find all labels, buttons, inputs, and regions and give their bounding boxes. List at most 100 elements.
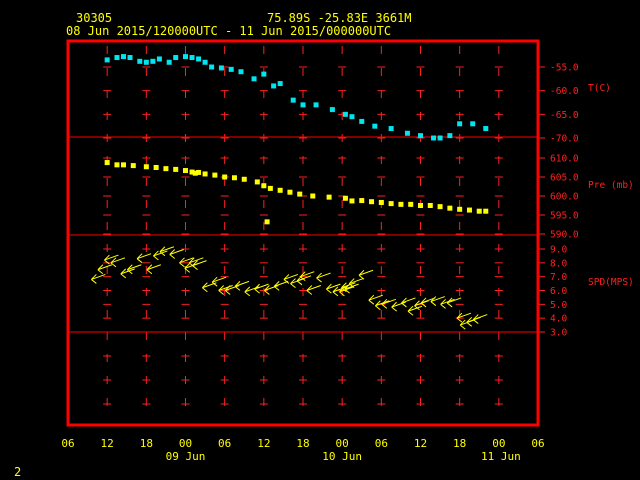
pressure-point [277,187,283,193]
wind-arrow [264,285,279,295]
page-number: 2 [14,465,21,479]
wind-arrow [146,264,162,275]
pressure-point [483,208,489,214]
y-tick-label: -65.0 [550,110,579,121]
station-id: 30305 [76,11,112,25]
y-tick-label: 605.0 [550,173,579,184]
pressure-point [202,171,208,177]
y-tick-label: 595.0 [550,211,579,222]
wind-arrow [391,301,406,312]
pressure-point [267,185,273,191]
pressure-point [369,199,375,205]
pressure-point [143,164,149,170]
pressure-point [378,199,384,205]
wind-arrow [169,249,184,259]
y-tick-label: 5.0 [550,300,567,311]
pressure-point [310,193,316,199]
pressure-point [173,166,179,172]
temp-point [150,58,156,64]
temp-point [202,59,208,65]
y-tick-label: 7.0 [550,272,567,283]
pressure-point [264,219,270,225]
pressure-point [104,160,110,166]
pressure-point [163,166,169,172]
wind-arrow [110,257,126,268]
y-tick-label: 610.0 [550,154,579,165]
temp-point [388,126,394,132]
temp-point [470,121,476,127]
wind-arrow [348,278,364,288]
pressure-point [447,205,453,211]
wind-arrow [97,264,113,275]
pressure-point [408,201,414,207]
temp-point [290,97,296,103]
x-tick-label: 12 [414,437,427,450]
x-tick-label: 06 [531,437,544,450]
temp-point [114,55,120,61]
temp-point [127,55,133,61]
y-tick-label: 9.0 [550,245,567,256]
wind-arrow [126,264,142,275]
y-tick-label: 600.0 [550,192,579,203]
pressure-point [398,201,404,207]
pressure-point [241,176,247,182]
wind-arrow [192,260,207,270]
temp-point [437,135,443,141]
pressure-point [349,198,355,204]
wind-arrow [296,275,312,286]
pressure-point [196,169,202,175]
wind-arrow [401,297,416,308]
temp-point [483,126,489,132]
wind-arrow [381,298,397,309]
wind-arrow [283,273,299,284]
wind-arrow [299,271,315,282]
temp-point [218,65,224,71]
x-tick-label: 12 [101,437,114,450]
wind-arrow [446,297,462,308]
temp-point [238,69,244,75]
panel-label: Pre (mb) [588,180,634,191]
pressure-point [342,195,348,201]
pressure-point [212,172,218,178]
temp-point [418,133,423,139]
y-tick-label: 6.0 [550,286,567,297]
pressure-point [120,162,126,168]
temp-point [120,54,126,60]
temp-point [261,71,267,77]
x-tick-label: 00 [179,437,192,450]
wind-arrow [316,272,331,283]
wind-arrow [344,283,359,294]
temp-point [349,114,355,120]
wind-arrow [179,257,194,268]
wind-arrow [159,246,175,257]
wind-arrow [91,273,106,284]
temp-point [300,102,306,108]
pressure-point [457,206,463,212]
y-tick-label: -60.0 [550,86,579,97]
panel-label: T(C) [588,83,611,94]
pressure-point [114,162,120,168]
x-tick-label: 18 [296,437,309,450]
chart-plot: -55.0 -60.0 -65.0 -70.0 T(C) 610.0 605.0 600.0 5… [61,46,634,463]
pressure-point [427,203,433,208]
temp-point [271,83,277,89]
wind-arrow [153,250,168,261]
wind-arrow [136,253,152,264]
y-tick-label: 4.0 [550,314,567,325]
x-tick-label: 06 [375,437,388,450]
x-tick-label: 00 [336,437,349,450]
pressure-point [388,201,394,207]
y-tick-label: 8.0 [550,258,567,269]
temp-point [342,111,348,117]
wind-arrow [339,286,354,297]
x-tick-label: 18 [453,437,466,450]
wind-arrow [104,254,119,265]
x-tick-label: 00 [492,437,505,450]
date-label: 09 Jun [166,450,206,463]
pressure-point [418,203,423,208]
wind-arrow [326,283,341,294]
wind-arrow [332,286,348,297]
y-tick-label: -70.0 [550,134,579,145]
wind-arrow [224,285,240,295]
